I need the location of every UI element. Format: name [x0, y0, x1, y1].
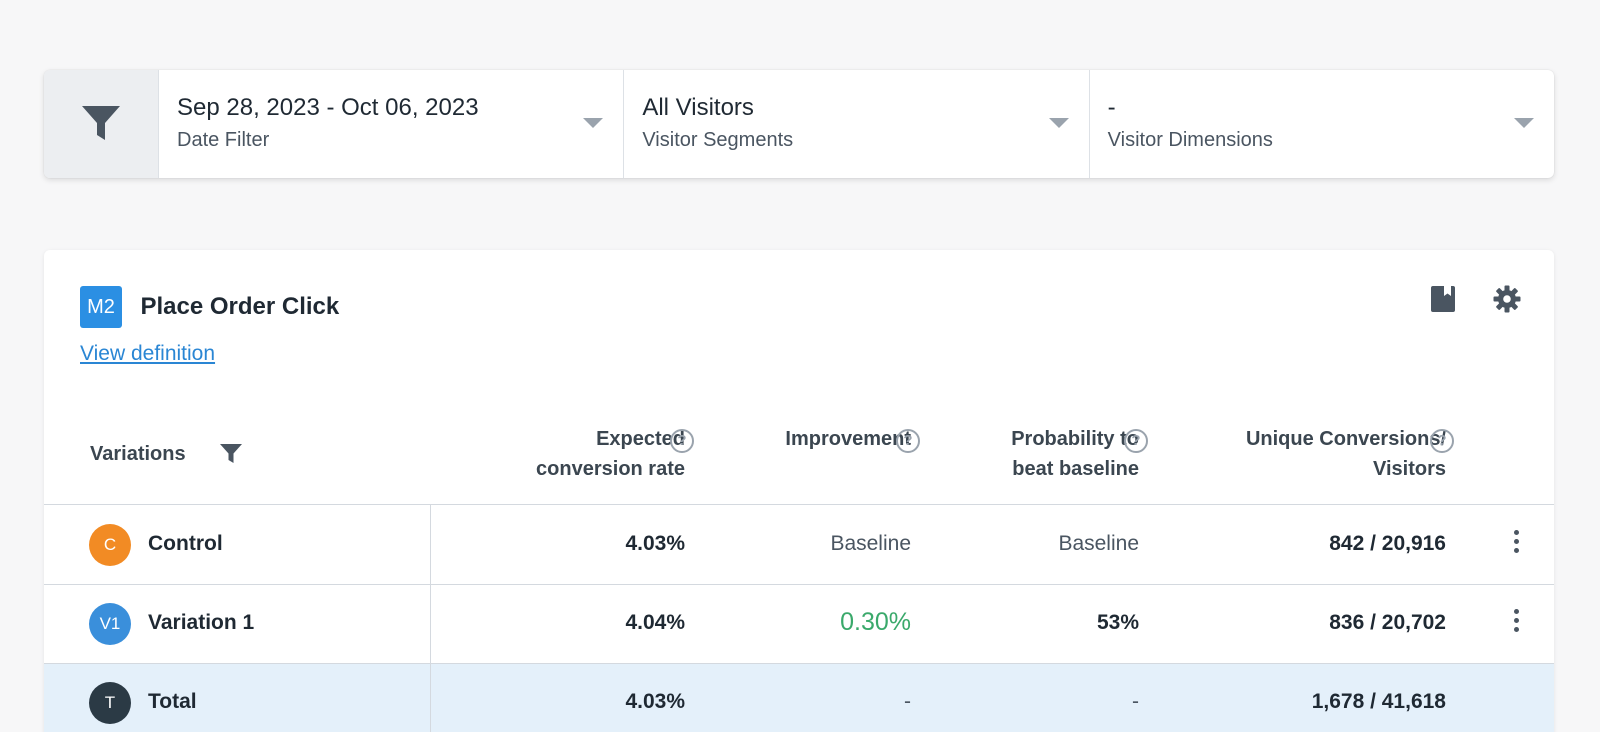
kebab-menu-icon[interactable]	[1510, 609, 1522, 639]
visitor-dimensions-dropdown[interactable]: - Visitor Dimensions	[1090, 70, 1554, 178]
date-filter-value: Sep 28, 2023 - Oct 06, 2023	[177, 94, 479, 121]
visitor-segments-dropdown[interactable]: All Visitors Visitor Segments	[624, 70, 1090, 178]
conversions-value: 1,678 / 41,618	[1311, 690, 1446, 713]
table-row-total: T Total 4.03% - - 1,678 / 41,618	[44, 664, 1554, 732]
filter-icon-cell[interactable]	[44, 70, 159, 178]
help-icon[interactable]: ?	[896, 429, 920, 453]
column-variations[interactable]: Variations	[90, 443, 186, 465]
visitor-dimensions-label: Visitor Dimensions	[1107, 129, 1273, 151]
probability-value: Baseline	[1058, 532, 1139, 555]
probability-value: -	[1132, 690, 1139, 713]
variation-name: Control	[148, 532, 223, 555]
conversions-value: 836 / 20,702	[1329, 611, 1446, 634]
column-unique-conversions-visitors[interactable]: Unique Conversions/ Visitors	[1246, 424, 1446, 484]
improvement-value: Baseline	[830, 532, 911, 555]
column-header-line: Unique Conversions/	[1245, 428, 1446, 450]
metric-badge: M2	[80, 286, 122, 328]
chevron-down-icon	[1048, 118, 1069, 128]
filter-icon	[82, 106, 120, 140]
column-improvement[interactable]: Improvement	[785, 428, 911, 450]
avatar: C	[89, 524, 131, 566]
variation-name: Total	[148, 690, 197, 713]
help-icon[interactable]: ?	[1430, 429, 1454, 453]
chevron-down-icon	[1513, 118, 1534, 128]
improvement-value: 0.30%	[840, 608, 911, 636]
metric-actions	[1428, 284, 1522, 314]
expected-conversion-rate: 4.04%	[625, 611, 685, 634]
kebab-menu-icon[interactable]	[1510, 530, 1522, 560]
table-row-control: C Control 4.03% Baseline Baseline 842 / …	[44, 506, 1554, 585]
expected-conversion-rate: 4.03%	[625, 532, 685, 555]
variation-name: Variation 1	[148, 611, 255, 634]
avatar: T	[89, 682, 131, 724]
gear-icon[interactable]	[1492, 284, 1522, 314]
date-filter-label: Date Filter	[177, 129, 270, 151]
chevron-down-icon	[583, 118, 604, 128]
visitor-dimensions-value: -	[1107, 94, 1116, 121]
metric-header: M2 Place Order Click	[80, 286, 339, 328]
column-header-line: Visitors	[1373, 458, 1446, 480]
visitor-segments-label: Visitor Segments	[642, 129, 794, 151]
table-header: Variations Expected conversion rate ? Im…	[44, 415, 1554, 505]
avatar: V1	[89, 603, 131, 645]
column-header-line: beat baseline	[1012, 458, 1139, 480]
column-divider	[430, 505, 431, 732]
column-probability-to-beat-baseline[interactable]: Probability to beat baseline	[1011, 424, 1139, 484]
help-icon[interactable]: ?	[670, 429, 694, 453]
visitor-segments-value: All Visitors	[642, 94, 754, 121]
improvement-value: -	[904, 690, 911, 713]
date-filter-dropdown[interactable]: Sep 28, 2023 - Oct 06, 2023 Date Filter	[159, 70, 625, 178]
conversions-value: 842 / 20,916	[1329, 532, 1446, 555]
view-definition-link[interactable]: View definition	[80, 342, 216, 365]
column-expected-conversion-rate[interactable]: Expected conversion rate	[536, 424, 685, 484]
bookmark-icon[interactable]	[1428, 284, 1458, 314]
table-row-variation-1: V1 Variation 1 4.04% 0.30% 53% 836 / 20,…	[44, 585, 1554, 664]
metric-title: Place Order Click	[140, 293, 340, 320]
column-header-line: Expected	[596, 428, 685, 450]
expected-conversion-rate: 4.03%	[625, 690, 685, 713]
filter-icon[interactable]	[219, 443, 243, 465]
filter-bar: Sep 28, 2023 - Oct 06, 2023 Date Filter …	[44, 70, 1554, 178]
column-header-line: conversion rate	[536, 458, 685, 480]
help-icon[interactable]: ?	[1124, 429, 1148, 453]
column-header-line: Probability to	[1011, 428, 1139, 450]
metric-card: M2 Place Order Click View definition	[44, 250, 1554, 732]
probability-value: 53%	[1096, 611, 1139, 634]
